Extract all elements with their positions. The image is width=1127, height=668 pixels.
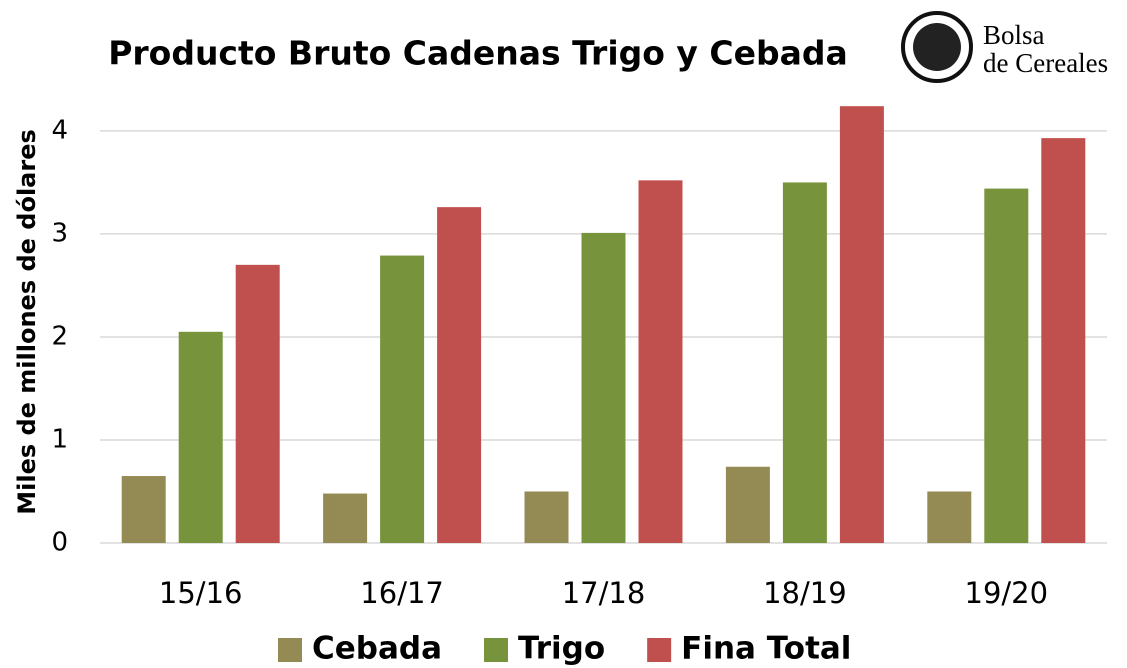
bar (437, 207, 482, 544)
x-tick-label: 15/16 (159, 576, 243, 610)
legend-label: Trigo (518, 631, 605, 667)
y-tick-label: 4 (51, 115, 68, 145)
x-tick-label: 17/18 (562, 576, 646, 610)
legend-label: Cebada (312, 631, 442, 667)
bar (235, 264, 280, 543)
logo-emblem (913, 23, 961, 71)
y-tick-label: 2 (51, 321, 68, 351)
bar (524, 491, 569, 543)
legend-label: Fina Total (681, 631, 851, 667)
bar (323, 493, 368, 543)
x-tick-label: 19/20 (965, 576, 1049, 610)
x-tick-label: 18/19 (763, 576, 847, 610)
bar (581, 232, 626, 543)
y-axis-label: Miles de millones de dólares (13, 129, 41, 515)
bar (638, 180, 683, 543)
bar (984, 188, 1029, 543)
x-tick-label: 16/17 (360, 576, 444, 610)
y-tick-label: 0 (51, 528, 68, 558)
legend-swatch (647, 638, 672, 662)
bar (380, 255, 425, 543)
bar (839, 106, 884, 543)
bar (178, 331, 223, 543)
bar (1041, 138, 1086, 544)
legend-swatch (278, 638, 302, 662)
legend-swatch (484, 638, 508, 662)
y-tick-label: 3 (51, 218, 68, 248)
y-tick-label: 1 (51, 424, 68, 454)
chart-title: Producto Bruto Cadenas Trigo y Cebada (108, 34, 848, 73)
bar (927, 491, 972, 543)
logo: Bolsa de Cereales (901, 11, 1108, 83)
logo-text: de Cereales (983, 48, 1108, 78)
bar (121, 476, 166, 543)
bar (782, 182, 827, 543)
bar (725, 466, 770, 543)
logo-text: Bolsa (983, 20, 1045, 50)
